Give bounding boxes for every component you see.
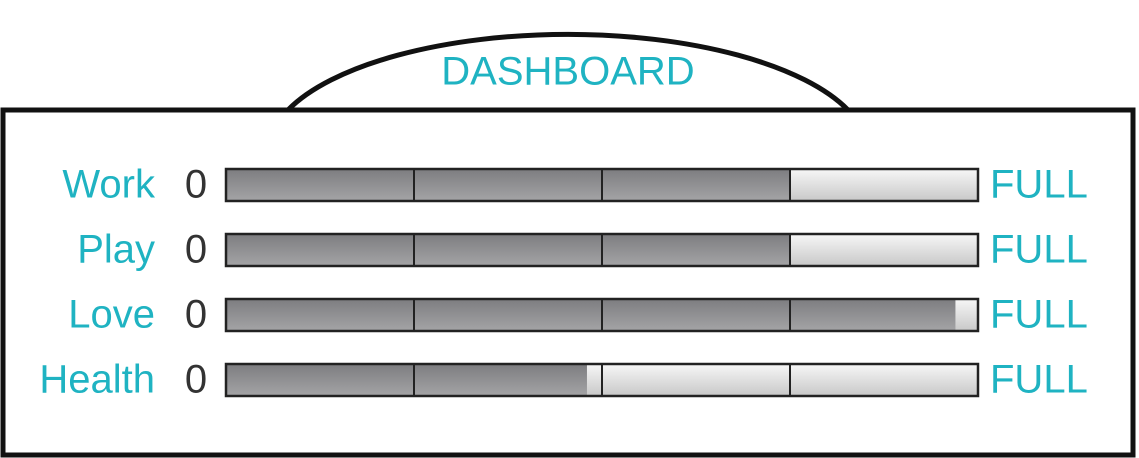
gauge-fill bbox=[226, 234, 790, 266]
gauge-border bbox=[224, 167, 980, 203]
gauge-fill bbox=[226, 169, 790, 201]
row-label: Health bbox=[39, 358, 155, 402]
row-label: Work bbox=[62, 163, 156, 207]
row-label: Play bbox=[77, 228, 155, 272]
min-label: 0 bbox=[185, 163, 207, 207]
max-label: FULL bbox=[990, 358, 1088, 402]
max-label: FULL bbox=[990, 228, 1088, 272]
gauge-border bbox=[224, 232, 980, 268]
min-label: 0 bbox=[185, 358, 207, 402]
min-label: 0 bbox=[185, 228, 207, 272]
gauge-fill bbox=[226, 364, 587, 396]
row-label: Love bbox=[68, 293, 155, 337]
arch bbox=[286, 31, 850, 112]
max-label: FULL bbox=[990, 293, 1088, 337]
gauge-fill bbox=[226, 299, 956, 331]
gauge-border bbox=[224, 362, 980, 398]
title: DASHBOARD bbox=[441, 50, 694, 94]
max-label: FULL bbox=[990, 163, 1088, 207]
panel bbox=[0, 107, 1136, 458]
gauge-border bbox=[224, 297, 980, 333]
min-label: 0 bbox=[185, 293, 207, 337]
